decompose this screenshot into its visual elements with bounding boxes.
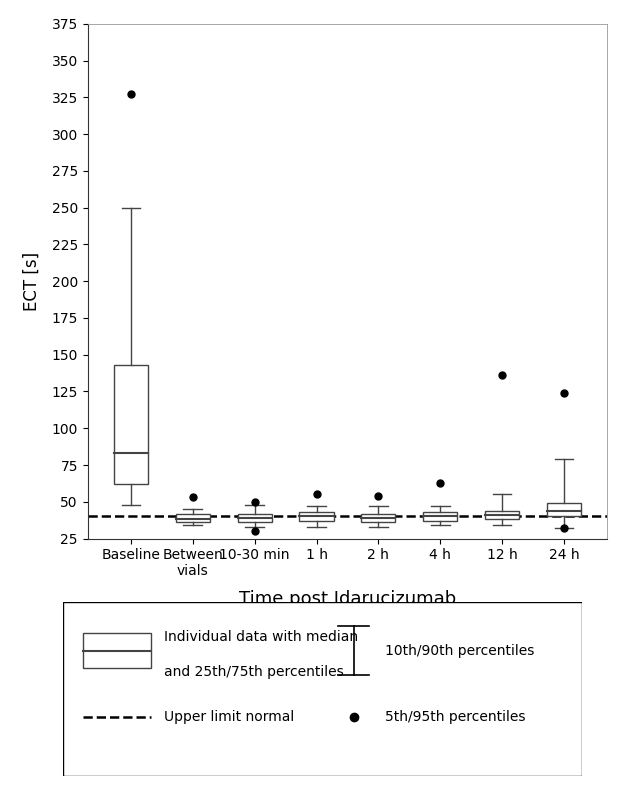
Bar <box>176 513 210 523</box>
Bar <box>299 512 334 521</box>
Bar <box>238 513 272 523</box>
Text: 5th/95th percentiles: 5th/95th percentiles <box>385 710 525 724</box>
Bar <box>114 365 148 484</box>
Bar <box>361 513 396 523</box>
Text: Individual data with median: Individual data with median <box>164 630 358 644</box>
Bar <box>547 503 581 516</box>
Text: Upper limit normal: Upper limit normal <box>164 710 294 724</box>
Bar <box>423 512 457 521</box>
Bar <box>83 634 151 668</box>
Text: 10th/90th percentiles: 10th/90th percentiles <box>385 644 534 657</box>
Bar <box>485 511 519 520</box>
Text: and 25th/75th percentiles: and 25th/75th percentiles <box>164 664 344 679</box>
Y-axis label: ECT [s]: ECT [s] <box>23 252 41 310</box>
X-axis label: Time post Idarucizumab: Time post Idarucizumab <box>239 589 456 607</box>
